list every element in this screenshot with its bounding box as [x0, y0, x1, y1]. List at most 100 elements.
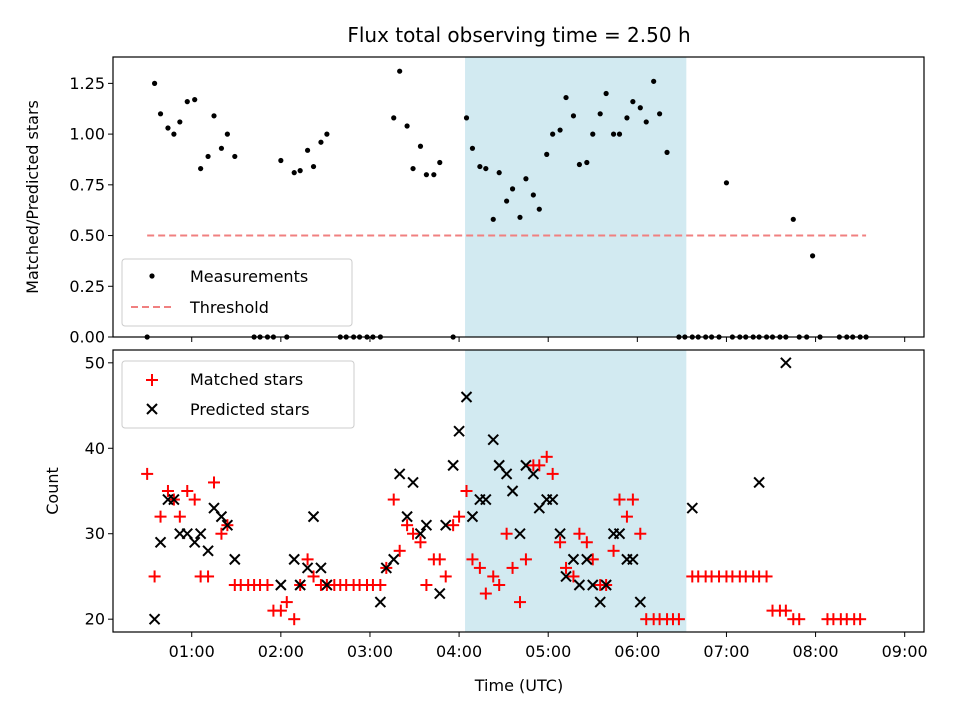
bottom-y-axis-label: Count	[43, 467, 62, 515]
measurement-point	[664, 149, 670, 155]
measurement-point	[630, 99, 636, 105]
measurement-point	[651, 78, 657, 84]
measurement-point	[151, 80, 158, 86]
legend-predicted-label: Predicted stars	[190, 400, 310, 419]
matched-star-marker	[533, 459, 546, 472]
matched-star-marker	[439, 570, 452, 583]
matched-star-marker	[586, 553, 599, 566]
matched-star-marker	[634, 527, 647, 540]
x-tick-label: 02:00	[258, 642, 304, 661]
bottom-x-ticks: 01:00 02:00 03:00 04:00 05:00 06:00 07:00 08:00…	[169, 632, 928, 661]
measurement-point	[205, 153, 211, 160]
predicted-star-marker	[202, 545, 214, 557]
matched-star-marker	[447, 519, 460, 532]
predicted-star-marker	[527, 468, 540, 480]
predicted-star-marker	[321, 579, 333, 591]
x-tick-label: 05:00	[525, 642, 571, 661]
measurement-point	[657, 111, 663, 117]
chart-title: Flux total observing time = 2.50 h	[347, 23, 690, 47]
top-y-tick-label: 0.75	[69, 175, 105, 194]
matched-star-marker	[506, 561, 519, 574]
top-y-ticks: 0.00 0.25 0.50 0.75 1.00 1.25	[69, 74, 113, 347]
matched-star-marker	[607, 544, 620, 557]
x-axis-label: Time (UTC)	[474, 676, 563, 695]
predicted-star-marker	[194, 528, 207, 540]
x-tick-label: 09:00	[882, 642, 928, 661]
measurement-point	[417, 143, 424, 149]
predicted-star-marker	[613, 528, 626, 540]
matched-star-marker	[181, 485, 194, 497]
measurement-point	[557, 127, 563, 133]
matched-star-marker	[288, 613, 301, 626]
measurement-point	[423, 172, 430, 178]
legend-predicted-marker	[146, 403, 158, 415]
matched-star-marker	[487, 570, 500, 583]
measurement-point	[523, 176, 529, 182]
predicted-star-marker	[753, 476, 765, 489]
measurement-point	[297, 168, 303, 174]
x-tick-label: 07:00	[703, 642, 749, 661]
ratio-panel: Flux total observing time = 2.50 h Match…	[23, 23, 925, 347]
predicted-star-marker	[374, 596, 387, 608]
matched-star-marker	[466, 553, 479, 566]
top-y-tick-label: 1.00	[69, 125, 105, 144]
measurement-point	[304, 147, 311, 153]
matched-star-marker	[760, 570, 773, 583]
matched-star-marker	[414, 536, 427, 549]
measurement-point	[324, 131, 330, 137]
legend-measurement-marker	[149, 273, 155, 279]
measurement-point	[157, 111, 164, 117]
predicted-star-marker	[407, 476, 419, 489]
legend-matched-marker	[146, 374, 158, 386]
top-y-tick-label: 0.25	[69, 277, 105, 296]
legend-threshold-label: Threshold	[189, 298, 269, 317]
predicted-star-marker	[567, 553, 580, 566]
measurement-point	[391, 115, 397, 121]
measurement-point	[291, 170, 297, 176]
bottom-plot-frame	[112, 349, 925, 633]
matched-star-marker	[280, 596, 293, 609]
matched-star-marker	[567, 570, 580, 583]
predicted-star-marker	[500, 468, 513, 480]
top-y-tick-label: 1.25	[69, 74, 105, 93]
predicted-star-marker	[420, 519, 433, 531]
bottom-legend: Matched stars Predicted stars	[121, 360, 355, 429]
x-tick-label: 08:00	[793, 642, 839, 661]
predicted-star-marker	[288, 553, 300, 566]
matched-star-marker	[215, 527, 228, 540]
matched-star-marker	[573, 527, 586, 540]
predicted-star-marker	[573, 579, 586, 591]
bottom-series-layer	[141, 357, 867, 626]
predicted-star-marker	[460, 391, 473, 403]
predicted-star-marker	[453, 425, 465, 437]
predicted-star-marker	[154, 536, 167, 548]
predicted-star-marker	[487, 434, 499, 446]
measurement-point	[192, 97, 198, 103]
measurement-point	[171, 131, 177, 137]
matched-star-marker	[154, 510, 167, 523]
measurement-point	[624, 115, 630, 121]
measurement-point	[177, 119, 183, 125]
matched-star-marker	[387, 493, 400, 506]
predicted-star-marker	[587, 579, 599, 591]
measurement-point	[536, 206, 542, 212]
predicted-star-marker	[388, 553, 400, 566]
predicted-star-marker	[275, 579, 287, 591]
predicted-star-marker	[188, 536, 201, 548]
measurement-point	[310, 163, 317, 170]
measurement-point	[165, 125, 171, 131]
matched-star-marker	[793, 613, 806, 626]
legend-matched-label: Matched stars	[190, 370, 303, 389]
predicted-star-marker	[307, 510, 320, 523]
measurement-point	[509, 186, 516, 192]
predicted-star-marker	[393, 468, 406, 480]
matched-star-marker	[161, 485, 174, 497]
predicted-star-marker	[546, 493, 559, 506]
measurement-point	[643, 119, 649, 125]
measurement-point	[477, 163, 483, 170]
measurement-point	[490, 216, 496, 222]
measurement-point	[404, 123, 410, 129]
measurement-point	[597, 111, 603, 117]
predicted-star-marker	[600, 579, 612, 591]
top-y-tick-label: 0.50	[69, 226, 105, 245]
